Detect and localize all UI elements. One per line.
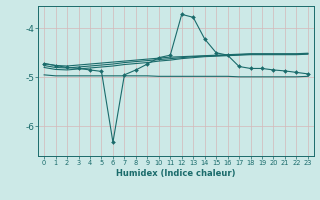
X-axis label: Humidex (Indice chaleur): Humidex (Indice chaleur) [116,169,236,178]
